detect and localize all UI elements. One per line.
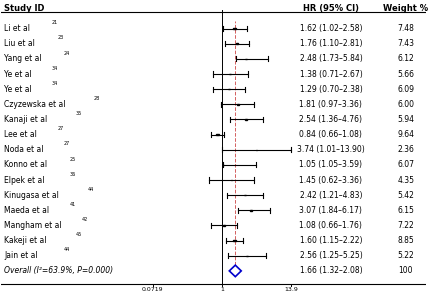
Text: Yang et al: Yang et al bbox=[4, 54, 42, 63]
Text: 44: 44 bbox=[64, 248, 70, 253]
Text: 1.29 (0.70–2.38): 1.29 (0.70–2.38) bbox=[299, 85, 362, 94]
Text: 2.42 (1.21–4.83): 2.42 (1.21–4.83) bbox=[299, 191, 362, 200]
Text: Jain et al: Jain et al bbox=[4, 251, 38, 260]
Text: 2.54 (1.36–4.76): 2.54 (1.36–4.76) bbox=[299, 115, 362, 124]
Text: 2.56 (1.25–5.25): 2.56 (1.25–5.25) bbox=[299, 251, 362, 260]
Text: Li et al: Li et al bbox=[4, 24, 30, 33]
Text: 0.84 (0.66–1.08): 0.84 (0.66–1.08) bbox=[299, 130, 362, 139]
Bar bbox=[237, 104, 239, 105]
Text: 27: 27 bbox=[64, 141, 70, 146]
Text: Maeda et al: Maeda et al bbox=[4, 206, 49, 215]
Text: 7.48: 7.48 bbox=[398, 24, 414, 33]
Text: 1.08 (0.66–1.76): 1.08 (0.66–1.76) bbox=[299, 221, 362, 230]
Text: 0.0719: 0.0719 bbox=[142, 287, 164, 292]
Text: 1: 1 bbox=[220, 287, 224, 292]
Text: 3.74 (1.01–13.90): 3.74 (1.01–13.90) bbox=[297, 145, 365, 154]
Text: Study ID: Study ID bbox=[4, 4, 45, 14]
Text: 1.45 (0.62–3.36): 1.45 (0.62–3.36) bbox=[299, 176, 362, 185]
Text: Elpek et al: Elpek et al bbox=[4, 176, 45, 185]
Text: 9.64: 9.64 bbox=[398, 130, 414, 139]
Text: Noda et al: Noda et al bbox=[4, 145, 44, 154]
Text: 27: 27 bbox=[58, 126, 64, 131]
Bar bbox=[233, 28, 236, 29]
Text: 6.12: 6.12 bbox=[398, 54, 414, 63]
Text: Lee et al: Lee et al bbox=[4, 130, 37, 139]
Text: 2.48 (1.73–5.84): 2.48 (1.73–5.84) bbox=[299, 54, 362, 63]
Text: 5.42: 5.42 bbox=[398, 191, 414, 200]
Text: 44: 44 bbox=[87, 187, 94, 192]
Text: 28: 28 bbox=[93, 96, 99, 101]
Bar bbox=[250, 210, 253, 211]
Text: 5.94: 5.94 bbox=[398, 115, 414, 124]
Text: 36: 36 bbox=[69, 172, 76, 177]
Text: 1.60 (1.15–2.22): 1.60 (1.15–2.22) bbox=[299, 236, 362, 245]
Text: 1.66 (1.32–2.08): 1.66 (1.32–2.08) bbox=[299, 266, 362, 276]
Bar bbox=[216, 134, 219, 135]
Text: 34: 34 bbox=[52, 81, 58, 86]
Bar bbox=[246, 255, 247, 256]
Text: 6.00: 6.00 bbox=[398, 100, 414, 109]
Text: 3.07 (1.84–6.17): 3.07 (1.84–6.17) bbox=[299, 206, 362, 215]
Text: Overall (I²=63.9%, P=0.000): Overall (I²=63.9%, P=0.000) bbox=[4, 266, 114, 276]
Text: Konno et al: Konno et al bbox=[4, 160, 48, 169]
Text: 34: 34 bbox=[52, 66, 58, 71]
Text: 1.76 (1.10–2.81): 1.76 (1.10–2.81) bbox=[299, 39, 362, 48]
Text: 5.66: 5.66 bbox=[398, 70, 414, 78]
Text: Ye et al: Ye et al bbox=[4, 70, 32, 78]
Text: Czyzewska et al: Czyzewska et al bbox=[4, 100, 66, 109]
Text: 1.62 (1.02–2.58): 1.62 (1.02–2.58) bbox=[299, 24, 362, 33]
Bar bbox=[233, 240, 236, 241]
Text: Kakeji et al: Kakeji et al bbox=[4, 236, 47, 245]
Text: HR (95% CI): HR (95% CI) bbox=[303, 4, 359, 14]
Text: Mangham et al: Mangham et al bbox=[4, 221, 62, 230]
Text: 5.22: 5.22 bbox=[398, 251, 414, 260]
Text: 8.85: 8.85 bbox=[398, 236, 414, 245]
Text: 6.09: 6.09 bbox=[398, 85, 414, 94]
Bar bbox=[236, 43, 238, 44]
Bar bbox=[223, 225, 225, 226]
Text: 42: 42 bbox=[82, 217, 88, 222]
Text: 1.38 (0.71–2.67): 1.38 (0.71–2.67) bbox=[299, 70, 362, 78]
Text: 1.81 (0.97–3.36): 1.81 (0.97–3.36) bbox=[299, 100, 362, 109]
Text: Liu et al: Liu et al bbox=[4, 39, 35, 48]
Text: 100: 100 bbox=[399, 266, 413, 276]
Text: 35: 35 bbox=[76, 111, 82, 116]
Text: Ye et al: Ye et al bbox=[4, 85, 32, 94]
Text: Weight %: Weight % bbox=[383, 4, 428, 14]
Text: Kanaji et al: Kanaji et al bbox=[4, 115, 48, 124]
Text: 25: 25 bbox=[69, 157, 76, 162]
Text: 4.35: 4.35 bbox=[398, 176, 414, 185]
Text: 45: 45 bbox=[76, 232, 82, 237]
Text: 7.43: 7.43 bbox=[398, 39, 414, 48]
Text: 13.9: 13.9 bbox=[284, 287, 298, 292]
Text: 1.05 (1.05–3.59): 1.05 (1.05–3.59) bbox=[299, 160, 362, 169]
Text: 24: 24 bbox=[64, 51, 70, 55]
Text: 6.07: 6.07 bbox=[398, 160, 414, 169]
Text: 41: 41 bbox=[69, 202, 76, 207]
Text: 21: 21 bbox=[52, 20, 58, 25]
Text: 23: 23 bbox=[58, 35, 64, 40]
Text: 7.22: 7.22 bbox=[398, 221, 414, 230]
Text: 2.36: 2.36 bbox=[398, 145, 414, 154]
Text: 6.15: 6.15 bbox=[398, 206, 414, 215]
Bar bbox=[246, 119, 247, 120]
Text: Kinugasa et al: Kinugasa et al bbox=[4, 191, 59, 200]
